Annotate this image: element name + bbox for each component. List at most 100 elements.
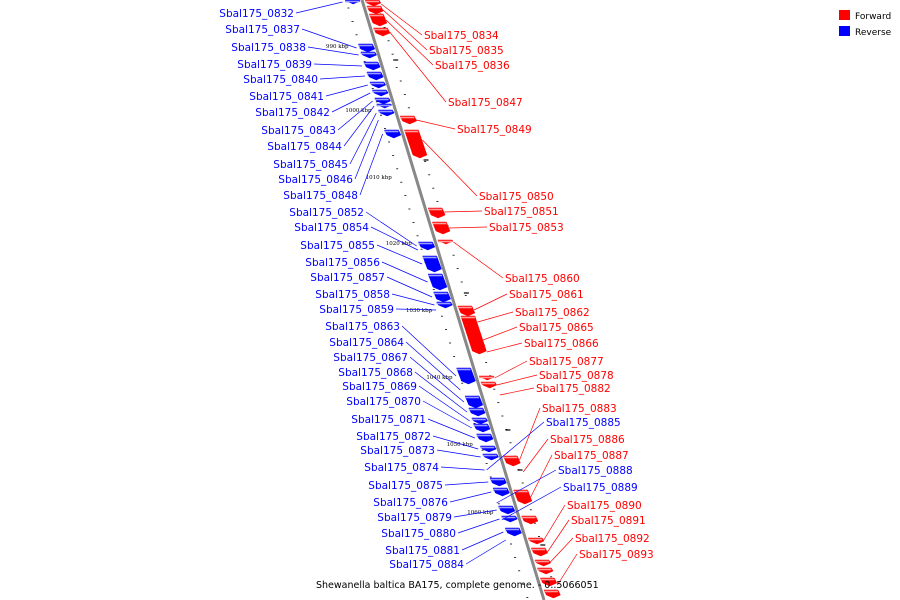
forward-gene[interactable]: [368, 13, 388, 27]
reverse-gene[interactable]: [464, 395, 484, 409]
reverse-gene-label[interactable]: Sbal175_0839: [237, 59, 312, 71]
forward-gene-label[interactable]: Sbal175_0849: [457, 124, 532, 136]
reverse-gene-label[interactable]: Sbal175_0864: [329, 337, 404, 349]
forward-gene[interactable]: [457, 305, 476, 317]
reverse-gene-label[interactable]: Sbal175_0845: [273, 159, 348, 171]
forward-gene[interactable]: [502, 455, 521, 467]
forward-gene-label[interactable]: Sbal175_0836: [435, 60, 510, 72]
reverse-gene[interactable]: [501, 515, 518, 523]
reverse-gene[interactable]: [422, 255, 442, 273]
forward-gene[interactable]: [431, 221, 451, 235]
reverse-gene-label[interactable]: Sbal175_0859: [319, 304, 394, 316]
forward-gene[interactable]: [364, 0, 382, 7]
forward-gene-label[interactable]: Sbal175_0882: [536, 383, 611, 395]
forward-gene-label[interactable]: Sbal175_0892: [575, 533, 650, 545]
reverse-gene-label[interactable]: Sbal175_0884: [389, 559, 464, 571]
forward-gene-label[interactable]: Sbal175_0890: [567, 500, 642, 512]
reverse-gene[interactable]: [363, 61, 381, 71]
reverse-gene-label[interactable]: Sbal175_0888: [558, 465, 633, 477]
forward-gene-label[interactable]: Sbal175_0847: [448, 97, 523, 109]
reverse-gene[interactable]: [436, 301, 453, 309]
reverse-gene-label[interactable]: Sbal175_0832: [219, 8, 294, 20]
forward-gene-label[interactable]: Sbal175_0850: [479, 191, 554, 203]
forward-gene[interactable]: [366, 5, 384, 15]
reverse-gene-label[interactable]: Sbal175_0873: [360, 445, 435, 457]
forward-gene-label[interactable]: Sbal175_0878: [539, 370, 614, 382]
forward-gene-label[interactable]: Sbal175_0835: [429, 45, 504, 57]
reverse-gene-label[interactable]: Sbal175_0842: [255, 107, 330, 119]
reverse-gene-label[interactable]: Sbal175_0854: [294, 222, 369, 234]
reverse-gene-label[interactable]: Sbal175_0837: [225, 24, 300, 36]
reverse-gene-label[interactable]: Sbal175_0841: [249, 91, 324, 103]
reverse-gene-label[interactable]: Sbal175_0855: [300, 240, 375, 252]
forward-gene-label[interactable]: Sbal175_0861: [509, 289, 584, 301]
reverse-gene-label[interactable]: Sbal175_0856: [305, 257, 380, 269]
reverse-gene[interactable]: [375, 103, 393, 109]
reverse-gene-label[interactable]: Sbal175_0840: [243, 74, 318, 86]
reverse-gene[interactable]: [384, 129, 402, 139]
reverse-gene[interactable]: [492, 487, 510, 497]
reverse-gene-label[interactable]: Sbal175_0844: [267, 141, 342, 153]
reverse-gene[interactable]: [456, 367, 476, 385]
forward-gene[interactable]: [543, 589, 561, 599]
reverse-gene-label[interactable]: Sbal175_0863: [325, 321, 400, 333]
reverse-gene-label[interactable]: Sbal175_0876: [373, 497, 448, 509]
forward-gene-label[interactable]: Sbal175_0877: [529, 356, 604, 368]
forward-gene[interactable]: [530, 547, 548, 557]
reverse-gene[interactable]: [418, 241, 436, 251]
reverse-gene-label[interactable]: Sbal175_0852: [289, 207, 364, 219]
forward-gene[interactable]: [536, 567, 554, 575]
reverse-gene[interactable]: [471, 417, 488, 425]
forward-gene-label[interactable]: Sbal175_0860: [505, 273, 580, 285]
reverse-gene[interactable]: [504, 527, 522, 537]
reverse-gene[interactable]: [377, 109, 395, 117]
reverse-gene[interactable]: [344, 0, 361, 5]
reverse-gene-label[interactable]: Sbal175_0838: [231, 42, 306, 54]
forward-gene[interactable]: [513, 489, 533, 505]
forward-gene-label[interactable]: Sbal175_0893: [579, 549, 654, 561]
reverse-gene[interactable]: [468, 407, 486, 417]
reverse-gene-label[interactable]: Sbal175_0880: [381, 528, 456, 540]
reverse-gene[interactable]: [369, 81, 387, 89]
forward-gene-label[interactable]: Sbal175_0887: [554, 450, 629, 462]
reverse-gene-label[interactable]: Sbal175_0868: [338, 367, 413, 379]
forward-gene-label[interactable]: Sbal175_0851: [484, 206, 559, 218]
reverse-gene[interactable]: [473, 423, 491, 433]
reverse-gene-label[interactable]: Sbal175_0848: [283, 190, 358, 202]
forward-gene-label[interactable]: Sbal175_0886: [550, 434, 625, 446]
forward-gene-label[interactable]: Sbal175_0834: [424, 30, 499, 42]
reverse-gene-label[interactable]: Sbal175_0869: [342, 381, 417, 393]
reverse-gene-label[interactable]: Sbal175_0867: [333, 352, 408, 364]
reverse-gene-label[interactable]: Sbal175_0885: [546, 417, 621, 429]
forward-gene[interactable]: [534, 559, 552, 567]
reverse-gene-label[interactable]: Sbal175_0846: [278, 174, 353, 186]
reverse-gene-label[interactable]: Sbal175_0843: [261, 125, 336, 137]
forward-gene-label[interactable]: Sbal175_0883: [542, 403, 617, 415]
reverse-gene-label[interactable]: Sbal175_0875: [368, 480, 443, 492]
reverse-gene-label[interactable]: Sbal175_0874: [364, 462, 439, 474]
reverse-gene-label[interactable]: Sbal175_0870: [346, 396, 421, 408]
forward-gene-label[interactable]: Sbal175_0866: [524, 338, 599, 350]
reverse-gene-label[interactable]: Sbal175_0858: [315, 289, 390, 301]
reverse-gene-label[interactable]: Sbal175_0871: [351, 414, 426, 426]
reverse-gene[interactable]: [479, 445, 497, 453]
reverse-gene[interactable]: [433, 291, 451, 303]
forward-gene[interactable]: [437, 239, 454, 245]
reverse-gene[interactable]: [498, 505, 516, 515]
reverse-gene[interactable]: [374, 97, 391, 105]
reverse-gene[interactable]: [366, 71, 384, 81]
reverse-gene-label[interactable]: Sbal175_0879: [377, 512, 452, 524]
forward-gene[interactable]: [427, 207, 446, 219]
forward-gene[interactable]: [478, 375, 495, 381]
reverse-gene[interactable]: [489, 477, 507, 487]
forward-gene[interactable]: [399, 115, 417, 125]
reverse-gene[interactable]: [482, 453, 499, 461]
forward-gene[interactable]: [521, 515, 539, 525]
forward-gene-label[interactable]: Sbal175_0853: [489, 222, 564, 234]
forward-gene[interactable]: [460, 315, 487, 355]
reverse-gene[interactable]: [371, 89, 389, 97]
forward-gene[interactable]: [480, 381, 498, 389]
reverse-gene[interactable]: [360, 51, 377, 59]
reverse-gene-label[interactable]: Sbal175_0857: [310, 272, 385, 284]
reverse-gene[interactable]: [476, 433, 494, 443]
